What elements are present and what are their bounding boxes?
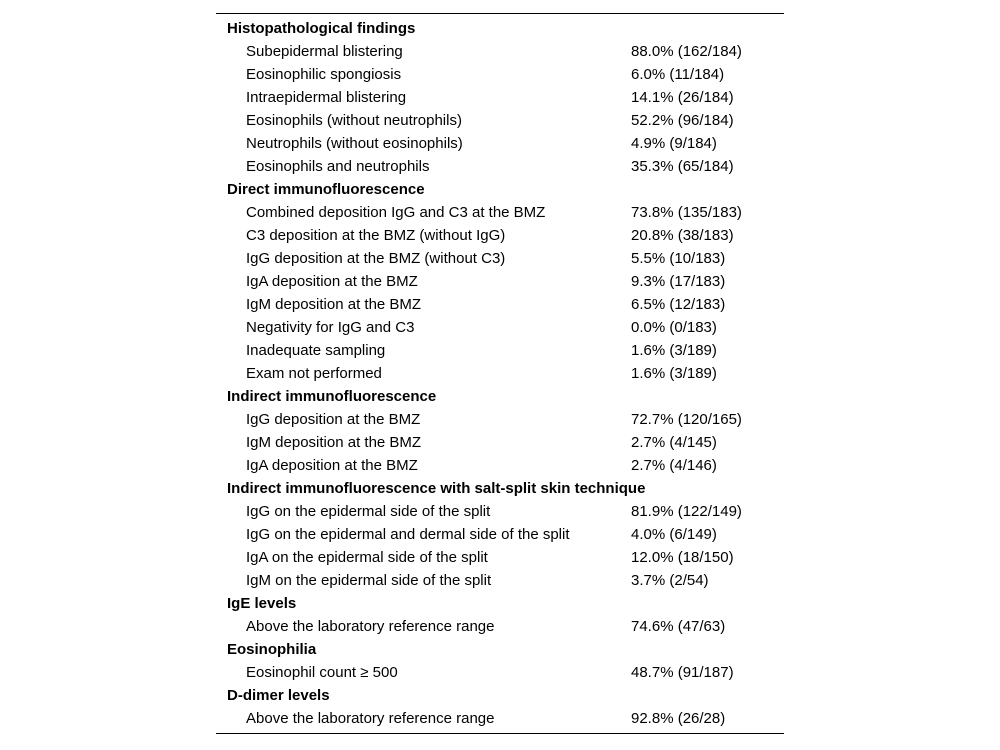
section-title: Indirect immunofluorescence with salt-sp…: [227, 480, 646, 497]
table-row: IgM deposition at the BMZ 6.5% (12/183): [216, 293, 784, 316]
row-label: Combined deposition IgG and C3 at the BM…: [246, 204, 546, 221]
row-label: IgA deposition at the BMZ: [246, 273, 418, 290]
row-label: Eosinophils and neutrophils: [246, 158, 430, 175]
row-label: Negativity for IgG and C3: [246, 319, 415, 336]
table-row: Eosinophils and neutrophils 35.3% (65/184…: [216, 155, 784, 178]
section-header-row: D-dimer levels: [216, 684, 784, 707]
row-value: 9.3% (17/183): [631, 273, 726, 290]
row-value: 2.7% (4/146): [631, 457, 717, 474]
table-row: Above the laboratory reference range 92.8…: [216, 707, 784, 730]
section-header-row: Indirect immunofluorescence: [216, 385, 784, 408]
section-title: Direct immunofluorescence: [227, 181, 425, 198]
row-value: 72.7% (120/165): [631, 411, 742, 428]
table-row: Intraepidermal blistering 14.1% (26/184): [216, 86, 784, 109]
row-value: 20.8% (38/183): [631, 227, 734, 244]
row-label: Neutrophils (without eosinophils): [246, 135, 463, 152]
row-label: IgA deposition at the BMZ: [246, 457, 418, 474]
section-header-row: Histopathological findings: [216, 17, 784, 40]
row-value: 73.8% (135/183): [631, 204, 742, 221]
row-label: Exam not performed: [246, 365, 382, 382]
section-header-row: IgE levels: [216, 592, 784, 615]
row-label: Above the laboratory reference range: [246, 710, 495, 727]
row-value: 92.8% (26/28): [631, 710, 726, 727]
row-label: Inadequate sampling: [246, 342, 386, 359]
table-row: Negativity for IgG and C3 0.0% (0/183): [216, 316, 784, 339]
row-label: Eosinophils (without neutrophils): [246, 112, 462, 129]
row-value: 81.9% (122/149): [631, 503, 742, 520]
table-row: Inadequate sampling 1.6% (3/189): [216, 339, 784, 362]
section-header-row: Indirect immunofluorescence with salt-sp…: [216, 477, 784, 500]
section-title: Indirect immunofluorescence: [227, 388, 437, 405]
row-value: 35.3% (65/184): [631, 158, 734, 175]
row-label: IgG on the epidermal and dermal side of …: [246, 526, 570, 543]
table-row: IgG deposition at the BMZ (without C3) 5.…: [216, 247, 784, 270]
row-label: C3 deposition at the BMZ (without IgG): [246, 227, 506, 244]
section-title: D-dimer levels: [227, 687, 330, 704]
table-row: IgG deposition at the BMZ 72.7% (120/165): [216, 408, 784, 431]
section-header-row: Eosinophilia: [216, 638, 784, 661]
row-value: 4.0% (6/149): [631, 526, 717, 543]
table-row: IgA deposition at the BMZ 9.3% (17/183): [216, 270, 784, 293]
table-row: IgA deposition at the BMZ 2.7% (4/146): [216, 454, 784, 477]
row-value: 6.0% (11/184): [631, 66, 725, 83]
table-row: Above the laboratory reference range 74.6…: [216, 615, 784, 638]
table-row: IgG on the epidermal side of the split 81…: [216, 500, 784, 523]
table-row: Eosinophils (without neutrophils) 52.2% (…: [216, 109, 784, 132]
table-row: IgA on the epidermal side of the split 12…: [216, 546, 784, 569]
row-label: IgM deposition at the BMZ: [246, 434, 422, 451]
row-label: IgG deposition at the BMZ (without C3): [246, 250, 506, 267]
row-value: 3.7% (2/54): [631, 572, 709, 589]
row-value: 52.2% (96/184): [631, 112, 734, 129]
table-row: Neutrophils (without eosinophils) 4.9% (9…: [216, 132, 784, 155]
section-title: Histopathological findings: [227, 20, 416, 37]
row-label: Eosinophilic spongiosis: [246, 66, 402, 83]
row-label: IgM deposition at the BMZ: [246, 296, 422, 313]
row-label: Above the laboratory reference range: [246, 618, 495, 635]
row-value: 6.5% (12/183): [631, 296, 726, 313]
table-body: Histopathological findings Subepidermal b…: [216, 14, 784, 733]
row-value: 48.7% (91/187): [631, 664, 734, 681]
row-value: 74.6% (47/63): [631, 618, 726, 635]
table-row: Combined deposition IgG and C3 at the BM…: [216, 201, 784, 224]
row-label: Subepidermal blistering: [246, 43, 403, 60]
table-row: Eosinophilic spongiosis 6.0% (11/184): [216, 63, 784, 86]
section-title: Eosinophilia: [227, 641, 317, 658]
row-label: Intraepidermal blistering: [246, 89, 407, 106]
row-value: 1.6% (3/189): [631, 365, 717, 382]
table-row: IgG on the epidermal and dermal side of …: [216, 523, 784, 546]
section-header-row: Direct immunofluorescence: [216, 178, 784, 201]
row-value: 1.6% (3/189): [631, 342, 717, 359]
row-value: 5.5% (10/183): [631, 250, 726, 267]
clinical-findings-table: Histopathological findings Subepidermal b…: [216, 13, 784, 734]
row-value: 88.0% (162/184): [631, 43, 742, 60]
table-row: Eosinophil count ≥ 500 48.7% (91/187): [216, 661, 784, 684]
table-row: C3 deposition at the BMZ (without IgG) 20…: [216, 224, 784, 247]
row-value: 0.0% (0/183): [631, 319, 717, 336]
row-value: 2.7% (4/145): [631, 434, 717, 451]
table-row: Exam not performed 1.6% (3/189): [216, 362, 784, 385]
row-label: IgG on the epidermal side of the split: [246, 503, 491, 520]
row-label: IgG deposition at the BMZ: [246, 411, 421, 428]
section-title: IgE levels: [227, 595, 297, 612]
row-label: Eosinophil count ≥ 500: [246, 664, 398, 681]
row-value: 12.0% (18/150): [631, 549, 734, 566]
row-value: 4.9% (9/184): [631, 135, 717, 152]
table-row: Subepidermal blistering 88.0% (162/184): [216, 40, 784, 63]
table-row: IgM on the epidermal side of the split 3.…: [216, 569, 784, 592]
row-label: IgA on the epidermal side of the split: [246, 549, 488, 566]
row-label: IgM on the epidermal side of the split: [246, 572, 492, 589]
table-row: IgM deposition at the BMZ 2.7% (4/145): [216, 431, 784, 454]
row-value: 14.1% (26/184): [631, 89, 734, 106]
